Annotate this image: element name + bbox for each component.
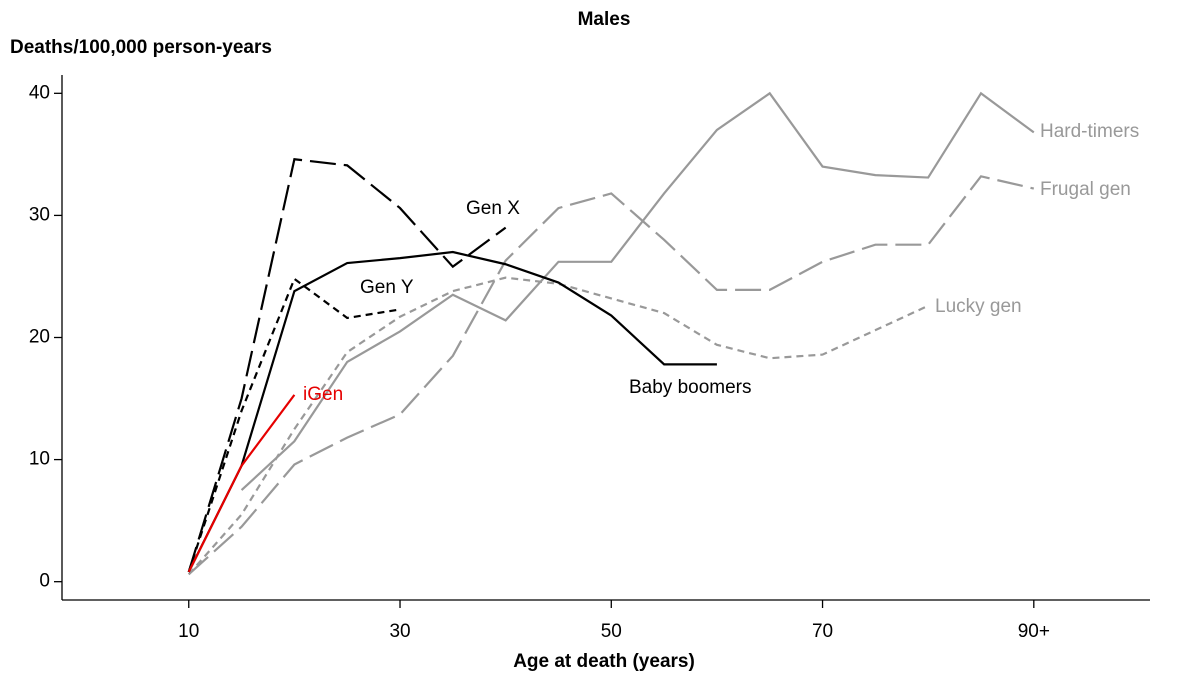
series-line (187, 394, 296, 573)
y-tick-label: 30 (29, 204, 50, 225)
x-tick-label: 30 (389, 621, 410, 642)
series-label: Frugal gen (1040, 179, 1131, 200)
series-label: Gen X (466, 198, 520, 219)
series-label: Gen Y (360, 277, 414, 298)
series-label: Lucky gen (935, 296, 1022, 317)
series-line (187, 250, 717, 573)
chart-title: Males (578, 9, 631, 30)
series-label: iGen (303, 384, 343, 405)
series-line (187, 277, 401, 573)
series-label: Hard-timers (1040, 121, 1139, 142)
series-line (187, 276, 929, 576)
series-line (188, 175, 1035, 576)
y-tick-label: 20 (29, 327, 50, 348)
x-tick-label: 70 (812, 621, 833, 642)
y-axis-label: Deaths/100,000 person-years (10, 37, 272, 58)
x-tick-label: 10 (178, 621, 199, 642)
x-tick-label: 50 (601, 621, 622, 642)
y-tick-label: 10 (29, 449, 50, 470)
y-tick-label: 40 (29, 82, 50, 103)
series-label: Baby boomers (629, 377, 752, 398)
series-line (187, 158, 507, 573)
x-tick-label: 90+ (1018, 621, 1050, 642)
y-tick-label: 0 (39, 571, 50, 592)
x-axis-label: Age at death (years) (513, 651, 695, 672)
series-line (240, 91, 1035, 491)
